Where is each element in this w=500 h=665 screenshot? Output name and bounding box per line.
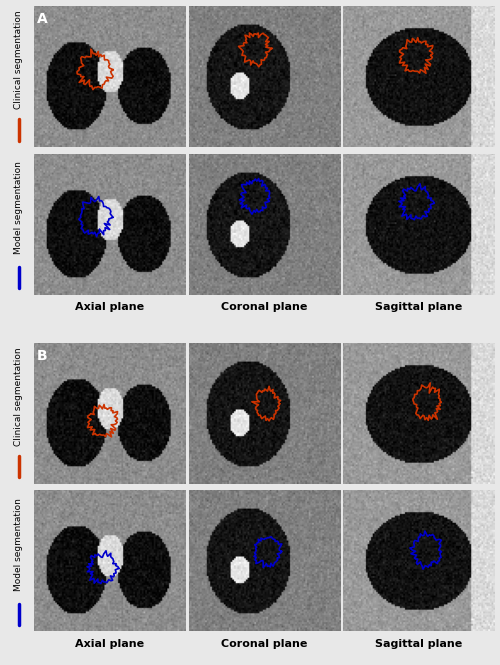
Text: Coronal plane: Coronal plane (222, 639, 308, 649)
Text: Axial plane: Axial plane (76, 639, 144, 649)
Text: Model segmentation: Model segmentation (14, 498, 23, 591)
Text: A: A (36, 13, 48, 27)
Text: Sagittal plane: Sagittal plane (376, 639, 462, 649)
Text: Clinical segmentation: Clinical segmentation (14, 11, 23, 109)
Text: B: B (36, 349, 47, 363)
Text: Model segmentation: Model segmentation (14, 161, 23, 254)
Text: Clinical segmentation: Clinical segmentation (14, 347, 23, 446)
Text: Coronal plane: Coronal plane (222, 302, 308, 312)
Text: Sagittal plane: Sagittal plane (376, 302, 462, 312)
Text: Axial plane: Axial plane (76, 302, 144, 312)
